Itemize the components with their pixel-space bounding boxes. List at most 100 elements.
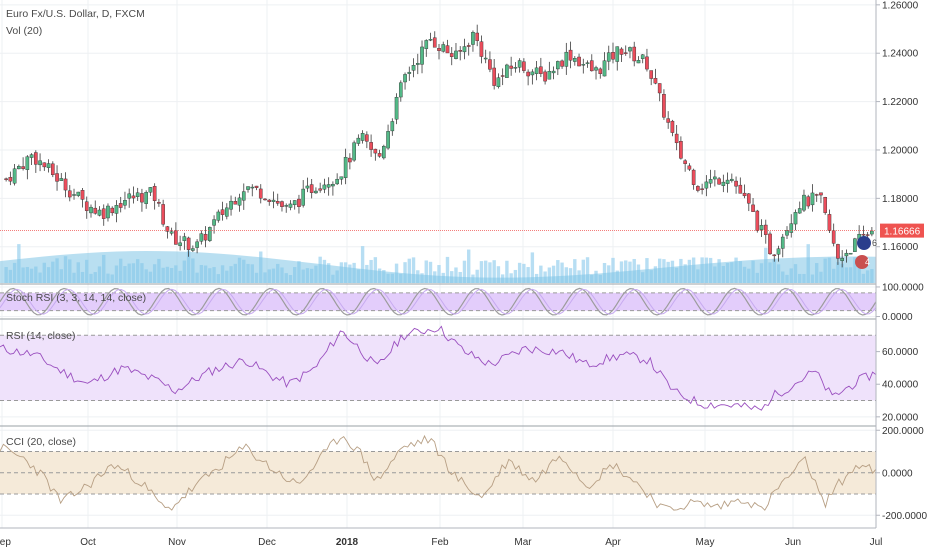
earnings-count: 4 [865, 257, 870, 267]
candle-body [148, 187, 153, 193]
candle-body [572, 58, 577, 62]
candle-body [386, 131, 390, 149]
candle-body [97, 209, 102, 216]
candle-body [38, 160, 42, 166]
candle-body [589, 60, 594, 72]
rsi-line [0, 325, 877, 411]
events-flag-icon[interactable] [857, 236, 871, 250]
candle-body [793, 212, 798, 225]
volume-bar [488, 262, 492, 283]
time-tick-label: Apr [605, 537, 621, 548]
candle-body [534, 67, 539, 74]
candle-body [776, 248, 781, 255]
price-tick-label: -200.0000 [882, 511, 927, 522]
candle-body [670, 120, 675, 133]
candle-body [356, 137, 361, 144]
volume-bar [479, 261, 484, 283]
candle-body [679, 141, 683, 159]
volume-bar [407, 258, 411, 283]
candle-body [466, 45, 471, 47]
volume-bar [454, 267, 458, 283]
cci-line [0, 434, 877, 511]
candle-body [382, 145, 386, 159]
price-tick-label: 1.22000 [882, 97, 919, 108]
volume-bar [437, 265, 441, 283]
candle-body [203, 233, 208, 241]
volume-bar [581, 259, 585, 283]
candle-body [598, 68, 603, 74]
candle-body [814, 194, 819, 196]
symbol-title[interactable]: Euro Fx/U.S. Dollar, D, FXCM [6, 8, 145, 20]
time-tick-label: Oct [80, 537, 96, 548]
candle-body [432, 37, 437, 48]
time-tick-label: Mar [514, 537, 532, 548]
candle-body [645, 56, 649, 70]
candle-body [763, 224, 768, 235]
candle-body [182, 236, 187, 241]
candle-body [823, 197, 828, 213]
stoch-d-line [0, 288, 877, 315]
candle-body [258, 188, 263, 199]
candle-body [746, 193, 751, 204]
rsi-legend[interactable]: RSI (14, close) [6, 330, 75, 342]
price-tick-label: 200.0000 [882, 426, 924, 437]
candle-body [755, 210, 760, 231]
candle-body [513, 67, 518, 69]
candle-body [831, 230, 836, 244]
candle-body [114, 205, 119, 214]
candle-body [471, 32, 475, 45]
candle-body [551, 70, 556, 74]
price-tick-label: 1.16000 [882, 242, 919, 253]
candle-body [509, 65, 513, 69]
candle-body [343, 157, 348, 178]
candle-body [581, 64, 586, 66]
volume-bar [530, 252, 535, 283]
price-tick-label: 40.0000 [882, 380, 919, 391]
candle-body [424, 40, 429, 49]
candle-body [8, 177, 13, 182]
indicator-band [0, 335, 876, 401]
volume-bar [462, 260, 467, 283]
candle-body [377, 153, 382, 157]
stoch-rsi-legend[interactable]: Stoch RSI (3, 3, 14, 14, close) [6, 292, 146, 304]
time-tick-label: Sep [0, 537, 11, 548]
candle-body [212, 219, 216, 226]
volume-bar [573, 259, 577, 283]
candle-body [738, 184, 743, 194]
volume-legend[interactable]: Vol (20) [6, 25, 42, 37]
candle-body [649, 70, 654, 79]
candle-body [195, 241, 199, 248]
candle-body [662, 94, 666, 118]
volume-ma-area [0, 251, 876, 283]
candle-body [721, 181, 726, 186]
candle-body [297, 198, 301, 207]
candle-body [390, 121, 395, 132]
candle-body [106, 205, 110, 219]
earnings-flag-icon[interactable] [855, 255, 869, 269]
candle-body [479, 41, 484, 57]
event-badges[interactable]: 6 4 [855, 236, 877, 269]
candle-body [157, 202, 161, 204]
price-tick-label: 1.18000 [882, 194, 919, 205]
candle-body [93, 207, 98, 214]
candle-body [80, 190, 85, 200]
candle-body [25, 156, 30, 170]
cci-legend[interactable]: CCI (20, close) [6, 436, 76, 448]
candle-body [585, 62, 590, 64]
candle-body [186, 237, 191, 250]
candle-body [789, 223, 794, 233]
candle-body [602, 60, 607, 77]
candle-body [352, 142, 356, 161]
candle-body [365, 134, 369, 142]
price-tick-label: 60.0000 [882, 347, 919, 358]
candle-body [819, 192, 823, 196]
candle-body [318, 188, 322, 191]
candle-body [623, 52, 628, 54]
time-tick-label: Jul [870, 537, 883, 548]
candle-body [666, 118, 670, 123]
candle-body [751, 204, 755, 212]
volume-bar [505, 260, 509, 283]
candle-body [708, 179, 713, 184]
volume-bar [517, 262, 522, 283]
candle-body [131, 195, 136, 199]
